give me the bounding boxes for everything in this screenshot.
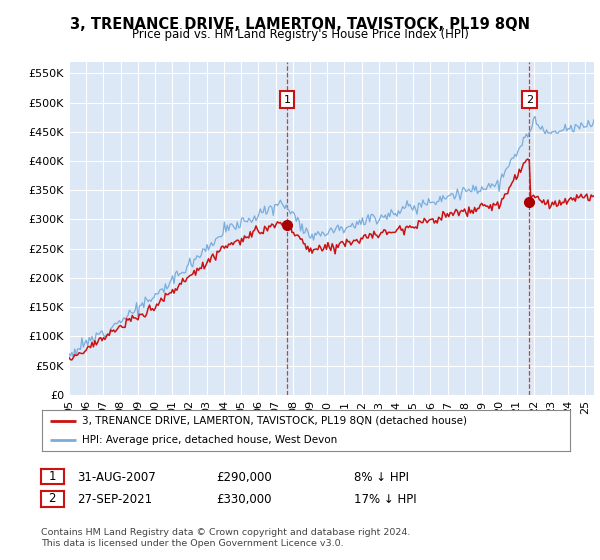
Text: 31-AUG-2007: 31-AUG-2007 xyxy=(77,470,155,484)
Text: 8% ↓ HPI: 8% ↓ HPI xyxy=(354,470,409,484)
Text: 17% ↓ HPI: 17% ↓ HPI xyxy=(354,493,416,506)
Text: 2: 2 xyxy=(49,492,56,506)
Text: 3, TRENANCE DRIVE, LAMERTON, TAVISTOCK, PL19 8QN (detached house): 3, TRENANCE DRIVE, LAMERTON, TAVISTOCK, … xyxy=(82,416,467,426)
Text: 2: 2 xyxy=(526,95,533,105)
Text: £290,000: £290,000 xyxy=(216,470,272,484)
Text: 1: 1 xyxy=(284,95,290,105)
Text: 27-SEP-2021: 27-SEP-2021 xyxy=(77,493,152,506)
Text: HPI: Average price, detached house, West Devon: HPI: Average price, detached house, West… xyxy=(82,435,337,445)
Text: Contains HM Land Registry data © Crown copyright and database right 2024.
This d: Contains HM Land Registry data © Crown c… xyxy=(41,528,410,548)
Text: 3, TRENANCE DRIVE, LAMERTON, TAVISTOCK, PL19 8QN: 3, TRENANCE DRIVE, LAMERTON, TAVISTOCK, … xyxy=(70,17,530,32)
Text: Price paid vs. HM Land Registry's House Price Index (HPI): Price paid vs. HM Land Registry's House … xyxy=(131,28,469,41)
Text: £330,000: £330,000 xyxy=(216,493,271,506)
Text: 1: 1 xyxy=(49,470,56,483)
